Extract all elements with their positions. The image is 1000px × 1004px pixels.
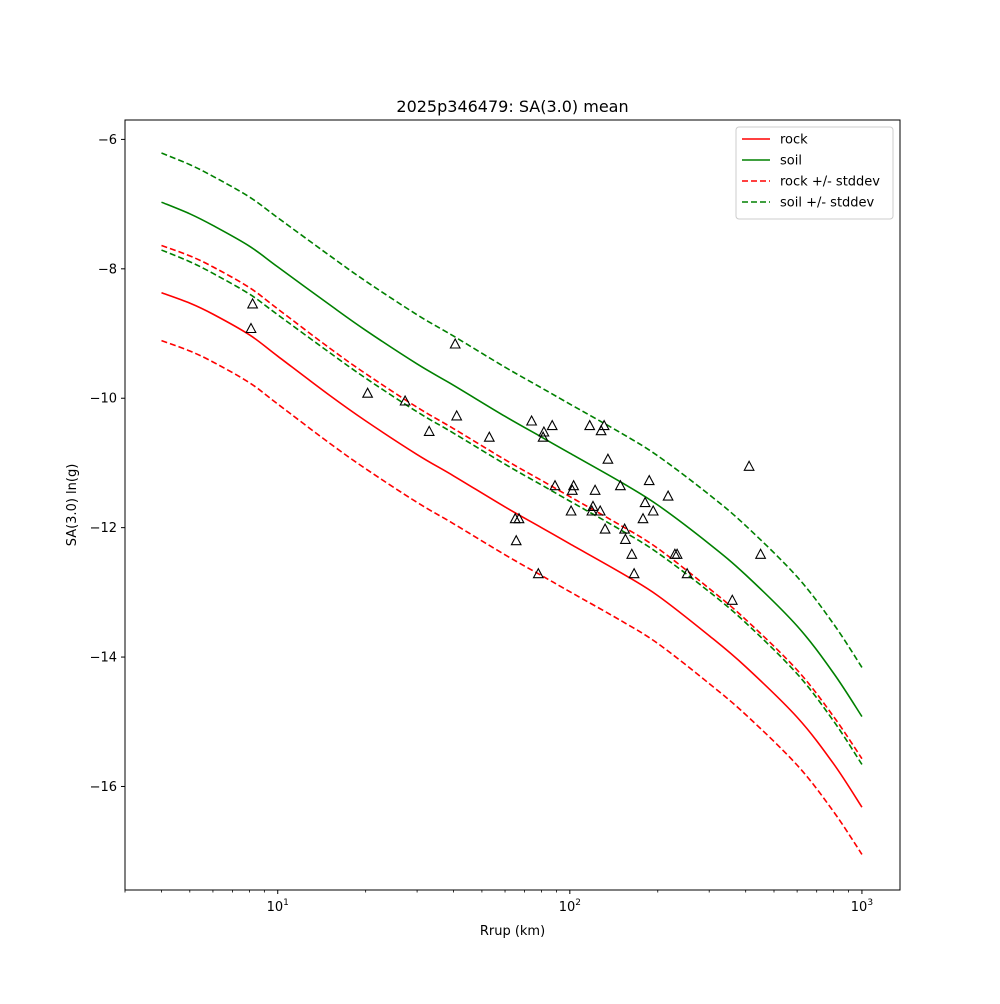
series-line-2	[161, 244, 863, 760]
observation-point	[726, 594, 739, 605]
observation-point	[567, 479, 580, 491]
legend-box	[735, 126, 894, 220]
observation-point	[361, 387, 374, 398]
observation-point	[423, 425, 435, 436]
observation-point	[599, 522, 611, 534]
chart-title: 2025p346479: SA(3.0) mean	[396, 97, 628, 116]
legend-label: rock	[780, 133, 808, 148]
observation-point	[681, 567, 693, 579]
observation-point	[594, 504, 606, 516]
y-axis: −6 −8 −10 −12 −14 −16	[90, 133, 125, 795]
x-axis-label: Rrup (km)	[480, 924, 545, 939]
plot-area	[124, 119, 901, 891]
observation-point	[565, 504, 577, 516]
x-tick-label: 102	[559, 898, 581, 915]
observation-point	[626, 548, 638, 559]
legend: rock soil rock +/- stddev soil +/- stddev	[735, 126, 894, 220]
observation-point	[450, 409, 463, 421]
observation-point	[583, 419, 596, 431]
x-tick-label: 103	[851, 898, 873, 915]
observation-point	[399, 394, 411, 406]
observation-point	[662, 489, 674, 501]
observation-point	[513, 512, 525, 524]
y-tick-label: −8	[98, 262, 117, 277]
observation-point	[619, 533, 632, 544]
observation-point	[602, 453, 614, 464]
observation-point	[510, 534, 522, 546]
series-line-3	[161, 339, 863, 855]
observation-point	[647, 504, 659, 516]
observation-point	[587, 500, 599, 511]
y-axis-label: SA(3.0) ln(g)	[65, 464, 80, 547]
plot-background	[125, 120, 900, 890]
x-axis: 101 102 103	[124, 890, 873, 915]
observation-point	[532, 567, 545, 579]
observation-point	[537, 431, 549, 442]
observation-point	[246, 297, 259, 309]
observation-point	[549, 479, 561, 491]
observation-point	[546, 419, 558, 431]
observation-point	[643, 474, 655, 486]
y-tick-label: −14	[90, 651, 117, 666]
observation-point	[628, 567, 640, 579]
observation-point	[618, 522, 631, 534]
observation-point	[614, 479, 627, 491]
series-group	[161, 152, 863, 855]
y-tick-label: −6	[98, 133, 117, 148]
series-line-5	[161, 249, 863, 765]
observation-point	[589, 484, 601, 495]
observation-point	[595, 424, 607, 436]
plot-frame	[124, 119, 901, 891]
observation-point	[483, 431, 496, 442]
observation-point	[743, 460, 755, 471]
series-line-0	[161, 292, 863, 808]
observation-point	[525, 414, 538, 426]
observations-group	[245, 297, 767, 605]
series-line-1	[161, 201, 863, 718]
observation-point	[754, 548, 767, 559]
x-tick-label: 101	[267, 898, 289, 915]
observation-point	[671, 548, 683, 559]
legend-label: soil	[780, 154, 802, 169]
y-tick-label: −10	[90, 392, 117, 407]
y-tick-label: −12	[90, 521, 117, 536]
legend-label: soil +/- stddev	[780, 196, 875, 211]
series-line-4	[161, 152, 863, 668]
observation-point	[598, 419, 610, 431]
observation-point	[637, 512, 649, 524]
observation-point	[449, 337, 461, 349]
observation-point	[639, 496, 651, 508]
y-tick-label: −16	[90, 780, 117, 795]
observation-point	[538, 425, 550, 437]
observation-point	[245, 322, 257, 334]
legend-label: rock +/- stddev	[780, 175, 880, 190]
